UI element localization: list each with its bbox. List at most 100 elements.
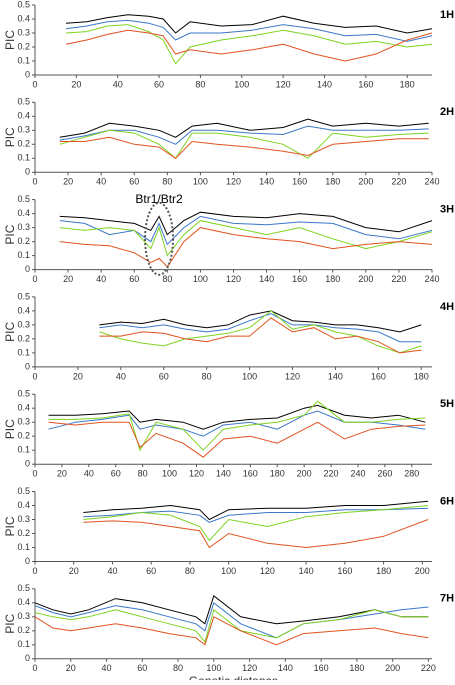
series-line — [59, 215, 433, 246]
x-tick-label: 220 — [391, 177, 406, 187]
y-tick-label: 0 — [25, 361, 30, 371]
x-tick-label: 140 — [278, 663, 293, 673]
x-tick-label: 20 — [71, 79, 81, 89]
x-tick-label: 180 — [325, 177, 340, 187]
x-tick-label: 220 — [324, 469, 339, 479]
annotation-ellipse — [144, 201, 175, 276]
series-line — [48, 400, 426, 452]
x-tick-label: 140 — [317, 79, 332, 89]
x-tick-label: 20 — [69, 566, 79, 576]
series-line — [99, 310, 422, 354]
x-axis-label: Genetic distance — [189, 674, 279, 680]
panel-label: 3H — [440, 204, 454, 216]
y-tick-label: 0.4 — [17, 597, 30, 607]
y-tick-label: 0.2 — [17, 333, 30, 343]
x-tick-label: 180 — [325, 274, 340, 284]
series-line — [99, 313, 422, 343]
series-line — [83, 505, 429, 542]
y-tick-label: 0.2 — [17, 625, 30, 635]
y-axis-label: PIC — [3, 516, 17, 536]
x-tick-label: 240 — [424, 177, 439, 187]
x-tick-label: 20 — [63, 274, 73, 284]
y-tick-label: 0.4 — [17, 111, 30, 121]
y-tick-label: 0 — [25, 69, 30, 79]
panel-label: 2H — [440, 106, 454, 118]
x-tick-label: 200 — [358, 274, 373, 284]
y-axis-label: PIC — [3, 127, 17, 147]
series-line — [34, 608, 429, 644]
x-tick-label: 160 — [371, 371, 386, 381]
x-tick-label: 20 — [57, 469, 67, 479]
x-tick-label: 0 — [32, 469, 37, 479]
x-tick-label: 180 — [376, 566, 391, 576]
x-tick-label: 120 — [260, 566, 275, 576]
y-tick-label: 0.5 — [17, 291, 30, 301]
x-tick-label: 80 — [185, 566, 195, 576]
x-tick-label: 160 — [337, 566, 352, 576]
series-line — [99, 317, 422, 354]
y-tick-label: 0.2 — [17, 139, 30, 149]
y-tick-label: 0.1 — [17, 153, 30, 163]
x-tick-label: 40 — [102, 663, 112, 673]
y-tick-label: 0.1 — [17, 639, 30, 649]
x-tick-label: 80 — [162, 274, 172, 284]
y-tick-label: 0 — [25, 653, 30, 663]
series-line — [65, 14, 433, 34]
x-tick-label: 140 — [259, 274, 274, 284]
x-tick-label: 160 — [358, 79, 373, 89]
x-tick-label: 60 — [154, 79, 164, 89]
x-tick-label: 180 — [270, 469, 285, 479]
x-tick-label: 40 — [84, 469, 94, 479]
x-tick-label: 180 — [400, 79, 415, 89]
y-tick-label: 0.4 — [17, 208, 30, 218]
x-tick-label: 160 — [292, 177, 307, 187]
x-tick-label: 220 — [391, 274, 406, 284]
y-tick-label: 0.1 — [17, 250, 30, 260]
x-tick-label: 180 — [414, 371, 429, 381]
y-tick-label: 0.1 — [17, 347, 30, 357]
x-tick-label: 140 — [328, 371, 343, 381]
y-tick-label: 0.3 — [17, 125, 30, 135]
y-tick-label: 0.4 — [17, 403, 30, 413]
panel-label: 4H — [440, 301, 454, 313]
series-line — [48, 421, 426, 458]
y-tick-label: 0.5 — [17, 194, 30, 204]
panel-label: 5H — [440, 398, 454, 410]
x-tick-label: 100 — [193, 177, 208, 187]
x-tick-label: 20 — [73, 371, 83, 381]
x-tick-label: 40 — [116, 371, 126, 381]
series-line — [99, 310, 422, 333]
series-line — [48, 410, 426, 437]
x-tick-label: 100 — [206, 663, 221, 673]
series-line — [83, 519, 429, 549]
x-tick-label: 140 — [299, 566, 314, 576]
x-tick-label: 200 — [415, 566, 430, 576]
x-tick-label: 20 — [66, 663, 76, 673]
y-tick-label: 0 — [25, 459, 30, 469]
y-tick-label: 0.5 — [17, 486, 30, 496]
y-axis-label: PIC — [3, 322, 17, 342]
x-tick-label: 100 — [162, 469, 177, 479]
x-tick-label: 140 — [259, 177, 274, 187]
y-tick-label: 0 — [25, 167, 30, 177]
x-tick-label: 40 — [96, 177, 106, 187]
x-tick-label: 140 — [216, 469, 231, 479]
x-tick-label: 280 — [404, 469, 419, 479]
x-tick-label: 260 — [377, 469, 392, 479]
series-line — [65, 19, 433, 42]
x-tick-label: 60 — [146, 566, 156, 576]
y-tick-label: 0.2 — [17, 528, 30, 538]
x-tick-label: 80 — [138, 469, 148, 479]
x-tick-label: 120 — [285, 371, 300, 381]
x-tick-label: 0 — [32, 663, 37, 673]
y-tick-label: 0 — [25, 264, 30, 274]
x-tick-label: 120 — [189, 469, 204, 479]
x-tick-label: 240 — [424, 274, 439, 284]
x-tick-label: 40 — [107, 566, 117, 576]
panel-label: 6H — [440, 495, 454, 507]
series-line — [59, 136, 429, 159]
x-tick-label: 100 — [234, 79, 249, 89]
series-line — [59, 125, 429, 145]
x-tick-label: 200 — [297, 469, 312, 479]
series-line — [34, 594, 429, 625]
